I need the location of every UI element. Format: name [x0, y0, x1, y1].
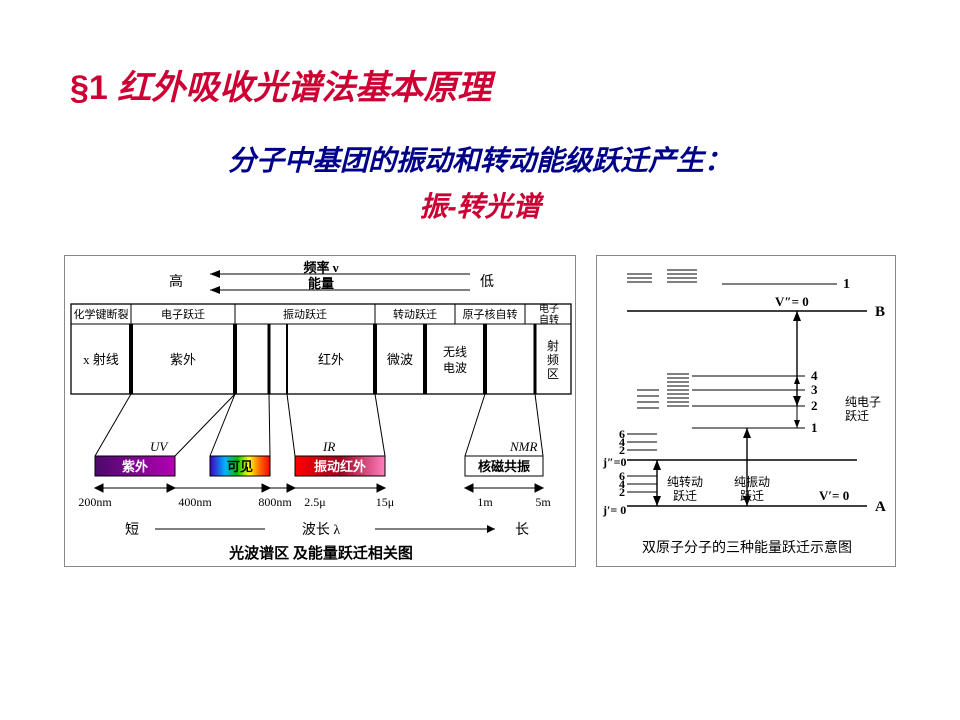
- mid4: 4: [811, 368, 818, 383]
- subtitle-line2: 振-转光谱: [70, 185, 890, 225]
- tick-0: 200nm: [78, 495, 112, 509]
- B: B: [875, 304, 885, 320]
- r1c5: 原子核自转: [463, 307, 518, 321]
- jp0: j′= 0: [602, 503, 626, 517]
- section-text: 红外吸收光谱法基本原理: [117, 69, 491, 107]
- tick-3: 2.5μ: [304, 495, 325, 509]
- pure-vib1: 纯振动: [734, 475, 770, 489]
- r1c3: 振动跃迁: [283, 307, 327, 321]
- vp0: V′= 0: [819, 488, 849, 503]
- nmr-label: NMR: [509, 439, 538, 454]
- r2c7c: 区: [547, 367, 559, 381]
- fig1-caption: 光波谱区 及能量跃迁相关图: [228, 544, 413, 562]
- mid2: 2: [811, 398, 818, 413]
- r1c6b: 自转: [539, 313, 559, 326]
- pure-rot2: 跃迁: [673, 489, 697, 503]
- r2c6b: 电波: [443, 361, 467, 375]
- low-label: 低: [480, 274, 494, 290]
- energy-label: 能量: [308, 276, 334, 291]
- r1c6a: 电子: [539, 302, 559, 315]
- spectrum-diagram: 频率 ν 能量 高 低 化学键断裂 电子跃迁 振动跃迁: [64, 255, 576, 567]
- jpp0: j″=0: [602, 455, 626, 469]
- r1c4: 转动跃迁: [393, 307, 437, 321]
- section-title: §1 红外吸收光谱法基本原理: [70, 60, 890, 109]
- subtitle-line1: 分子中基团的振动和转动能级跃迁产生：: [70, 139, 890, 179]
- energy-levels-diagram: 1 V″= 0 B 4 3 2 1: [596, 255, 896, 567]
- tick-1: 400nm: [178, 495, 212, 509]
- fig2-caption: 双原子分子的三种能量跃迁示意图: [642, 539, 852, 556]
- section-symbol: §: [70, 69, 89, 107]
- ll2: 2: [619, 485, 625, 499]
- short-label: 短: [125, 522, 139, 538]
- high-label: 高: [169, 273, 183, 290]
- box-ir: 振动红外: [314, 459, 366, 474]
- A: A: [875, 499, 886, 515]
- r2c1: x 射线: [83, 352, 119, 367]
- r1c2: 电子跃迁: [161, 307, 205, 321]
- r1c1: 化学键断裂: [74, 307, 129, 321]
- tick-2: 800nm: [258, 495, 292, 509]
- uv-label: UV: [150, 439, 169, 454]
- r2c5: 微波: [387, 352, 413, 367]
- r2c4: 红外: [318, 352, 344, 367]
- vpp0: V″= 0: [775, 294, 809, 309]
- long-label: 长: [515, 522, 529, 538]
- pure-rot1: 纯转动: [667, 474, 703, 489]
- section-number: 1: [89, 69, 117, 107]
- r2c6a: 无线: [443, 345, 467, 359]
- tick-4: 15μ: [376, 495, 394, 509]
- pure-el1: 纯电子: [845, 395, 881, 409]
- r2c7b: 频: [547, 353, 559, 367]
- figures-row: 频率 ν 能量 高 低 化学键断裂 电子跃迁 振动跃迁: [70, 255, 890, 567]
- tick-6: 5m: [535, 495, 551, 509]
- r2c2: 紫外: [170, 352, 196, 367]
- box-uv: 紫外: [122, 459, 148, 474]
- box-vis: 可见: [227, 459, 253, 474]
- pure-vib2: 跃迁: [740, 489, 764, 503]
- freq-label: 频率 ν: [303, 260, 338, 275]
- mid3: 3: [811, 382, 818, 397]
- ir-label: IR: [322, 439, 335, 454]
- r2c7a: 射: [547, 338, 559, 353]
- wavelength-label: 波长 λ: [302, 522, 340, 538]
- pure-el2: 跃迁: [845, 409, 869, 423]
- level-1-b: 1: [843, 277, 850, 292]
- box-nmr: 核磁共振: [478, 459, 530, 474]
- mid1: 1: [811, 420, 818, 435]
- tick-5: 1m: [477, 495, 493, 509]
